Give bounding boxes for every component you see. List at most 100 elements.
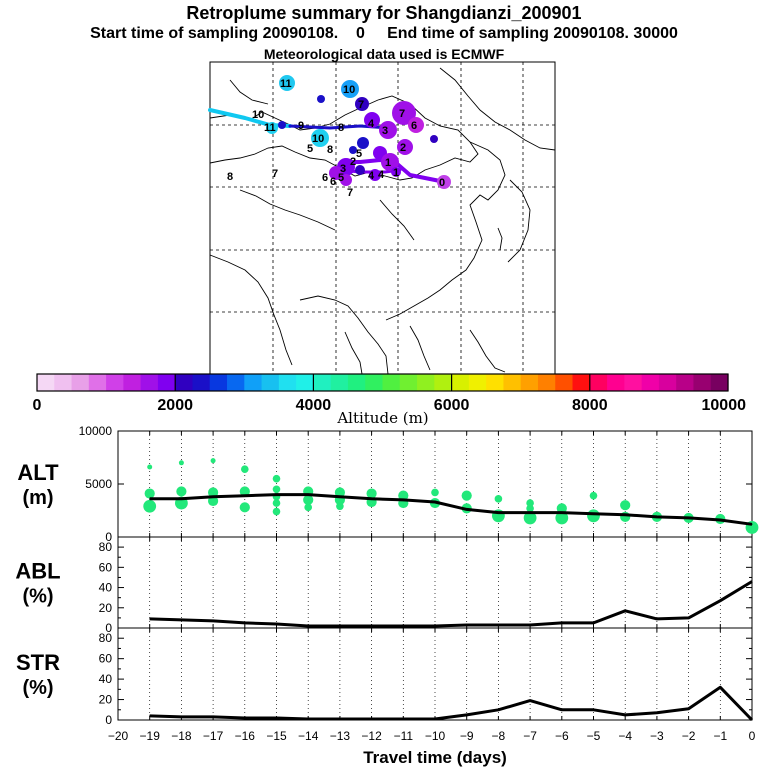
trajectory-label: 6 [411,120,417,132]
y-axis-label-unit: (%) [22,586,53,608]
figure-title: Retroplume summary for Shangdianzi_20090… [186,3,582,23]
trajectory-marker [340,174,352,186]
altitude-scatter-point [589,491,598,500]
series-point [276,717,277,719]
border-line [439,67,556,151]
colorbar-cell [209,374,228,391]
colorbar-cell [365,374,384,391]
colorbar-cell [658,374,677,391]
y-axis-label-unit: (%) [22,677,53,699]
colorbar-cell [555,374,574,391]
colorbar-major-ticks [174,374,591,391]
series-point [180,498,182,500]
trajectory-labels: 11 10 10 11 10 9 8 7 6 5 4 3 2 1 0 8 7 6… [227,78,445,199]
y-tick-label: 80 [99,631,113,645]
altitude-scatter-point [178,460,184,466]
series-point [624,610,626,612]
trajectory-label: 10 [343,84,355,96]
colorbar-cell [434,374,453,391]
series-point [434,718,436,720]
trajectory-label: 6 [330,176,336,188]
trajectory-marker [381,153,399,171]
colorbar-cell [607,374,625,391]
series-point [434,501,436,503]
altitude-scatter-point [336,502,344,511]
border-line [507,179,531,263]
panel-frame [117,627,753,721]
trajectory-marker [349,146,357,154]
colorbar-cell [399,374,418,391]
colorbar-cell [589,374,608,391]
series-point [212,620,214,622]
colorbar-cell [382,374,401,391]
series-point [276,494,277,496]
series-point [180,716,182,718]
border-line [239,189,336,231]
altitude-scatter-point [556,503,567,514]
series-point [719,600,721,602]
trajectory-label: 7 [358,99,364,111]
x-tick-label: −17 [203,729,224,743]
y-axis-label: ALT [17,460,59,485]
y-tick-label: 80 [99,540,113,554]
colorbar-tick-label: 0 [33,397,42,414]
series-point [307,718,309,720]
altitude-scatter-point [272,499,281,507]
colorbar-cell [468,374,487,391]
y-tick-label: 60 [99,560,113,574]
altitude-scatter-point [587,509,600,523]
altitude-colorbar: 0 2000 4000 6000 8000 10000 Altitude (m) [33,373,746,427]
trajectory-marker [329,166,343,180]
y-tick-label: 10000 [79,424,113,438]
series-point [276,623,277,625]
colorbar-cell [417,374,435,391]
coastlines-borders [209,67,556,375]
series-point [149,715,151,717]
trajectory-marker [364,112,380,128]
altitude-scatter-point [526,504,534,513]
series-point [561,512,563,514]
border-line [229,79,269,105]
trajectory-label: 1 [385,157,391,169]
trajectory-marker [391,167,401,177]
x-tick-label: −13 [330,729,351,743]
colorbar-cell [296,374,315,391]
series-point [751,719,753,721]
series-point [561,622,563,624]
colorbar-cell [88,374,107,391]
colorbar-tick-label: 6000 [434,397,470,414]
x-tick-label: −15 [266,729,287,743]
altitude-scatter-point [555,511,569,525]
trajectory-marker [379,121,397,139]
border-line [469,329,506,373]
trajectory-marker [392,101,416,125]
panel-frame [117,536,753,629]
series-point [624,514,626,516]
trajectory-map: 11 10 10 11 10 9 8 7 6 5 4 3 2 1 0 8 7 6… [208,61,556,375]
trajectory-label: 7 [399,108,405,120]
altitude-scatter-point [526,499,534,507]
trajectory-label: 5 [338,172,344,184]
series-point [656,618,658,620]
series-point [244,495,246,497]
series-point [371,625,373,627]
series-point [624,714,626,716]
series-line [149,580,753,628]
trajectory-label: 11 [264,122,276,134]
colorbar-cell [71,374,90,391]
trajectory-marker [278,121,286,129]
colorbar-cell [123,374,142,391]
colorbar-cell [227,374,245,391]
x-tick-label: −20 [108,729,129,743]
colorbar-cell [347,374,366,391]
trajectory-marker [369,169,381,181]
y-tick-label: 0 [105,530,112,544]
series-point [402,499,404,501]
y-axis-label: STR [16,650,60,675]
series-point [688,517,690,519]
colorbar-cell [157,374,176,391]
series-point [307,494,309,496]
x-tick-label: −8 [492,729,506,743]
x-tick-label: 0 [749,729,756,743]
altitude-scatter-point [620,500,631,511]
